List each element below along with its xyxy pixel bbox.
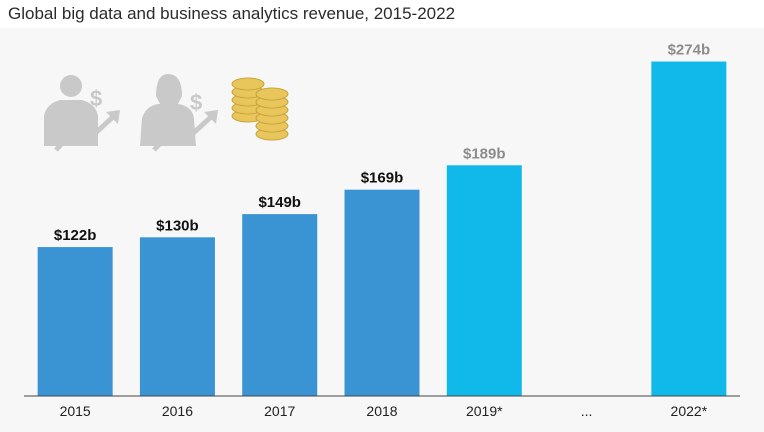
x-tick-label: 2016 bbox=[162, 403, 193, 419]
value-label: $189b bbox=[463, 145, 506, 162]
x-tick-labels: 2015 2016 2017 2018 2019*... 2022* bbox=[60, 403, 708, 419]
x-tick-label: 2017 bbox=[264, 403, 295, 419]
bars bbox=[37, 61, 727, 396]
x-tick-label: 2019* bbox=[466, 403, 503, 419]
x-tick-label: 2022* bbox=[671, 403, 708, 419]
value-label: $130b bbox=[156, 217, 199, 234]
value-label: $149b bbox=[258, 194, 301, 211]
value-label: $274b bbox=[668, 42, 711, 59]
svg-text:$: $ bbox=[190, 90, 202, 115]
coin bbox=[255, 87, 289, 101]
value-label: $169b bbox=[361, 170, 404, 187]
chart-title: Global big data and business analytics r… bbox=[8, 4, 455, 23]
gold-coins-icon bbox=[231, 77, 289, 141]
value-labels: $122b $130b $149b $169b $189b $274b bbox=[54, 42, 710, 245]
value-label: $122b bbox=[54, 227, 97, 244]
businesswoman-dollar-growth-icon: $ bbox=[140, 74, 218, 152]
bar-2018 bbox=[344, 189, 420, 396]
x-tick-label: 2015 bbox=[60, 403, 91, 419]
bar-2022 bbox=[651, 61, 727, 396]
bar-2019 bbox=[446, 165, 522, 396]
svg-text:$: $ bbox=[90, 86, 102, 111]
bar-2016 bbox=[139, 237, 215, 396]
x-tick-label: 2018 bbox=[366, 403, 397, 419]
coin bbox=[231, 77, 265, 91]
bar-2017 bbox=[242, 214, 318, 396]
businessman-dollar-growth-icon: $ bbox=[44, 75, 120, 152]
bar-2015 bbox=[37, 247, 113, 396]
x-tick-label: ... bbox=[581, 403, 593, 419]
